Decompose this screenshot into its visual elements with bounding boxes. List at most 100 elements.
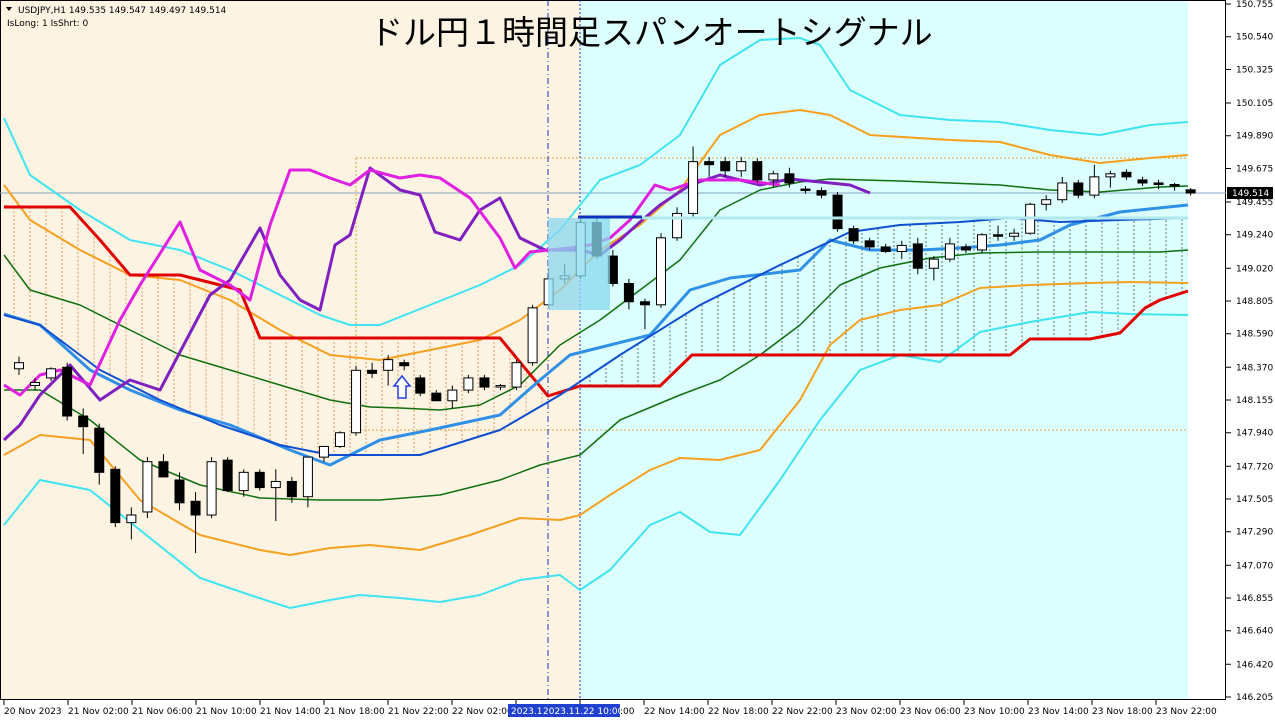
candle-body [864, 240, 875, 248]
axes: 150.755 150.540 150.325 150.105 149.890 149.6… [3, 0, 1273, 717]
x-tick-label-partial: :00 [620, 707, 635, 717]
candle-body [688, 161, 699, 214]
y-tick-label: 149.675 [1236, 164, 1273, 174]
x-tick-label: 22 Nov 22:00 [772, 707, 833, 717]
candle-body [912, 243, 923, 269]
candle-body [238, 471, 249, 492]
symbol-info: USDJPY,H1 149.535 149.547 149.497 149.51… [18, 6, 227, 16]
candle-body [399, 362, 410, 367]
bollinger-upper-2-line [3, 37, 1189, 326]
x-tick-label: 23 Nov 22:00 [1156, 707, 1217, 717]
candle-body [944, 243, 955, 260]
y-tick-label: 150.540 [1236, 33, 1273, 43]
x-tick-label: 21 Nov 10:00 [196, 707, 257, 717]
x-tick-label: 23 Nov 14:00 [1028, 707, 1089, 717]
candle-body [222, 459, 233, 492]
lagging-line-magenta [3, 168, 781, 397]
plot-frame [0, 0, 1226, 700]
past-zone-background [0, 0, 580, 700]
candle-body [302, 456, 313, 498]
candle-body [318, 445, 329, 458]
reference-lines [0, 0, 1226, 700]
buy-signal-arrow-icon [392, 374, 412, 399]
candle-body [623, 282, 634, 303]
y-tick-label: 150.755 [1236, 0, 1273, 10]
candle-body [768, 173, 779, 181]
bollinger-lower-1-line [3, 281, 1189, 556]
x-tick-label: 21 Nov 22:00 [388, 707, 449, 717]
candle-body [415, 377, 426, 394]
candle-body [656, 237, 666, 306]
span-cloud-hatch [13, 207, 1183, 455]
candle-body [639, 301, 650, 306]
candle-body [848, 228, 859, 242]
x-tick-label: 21 Nov 02:00 [68, 707, 129, 717]
candle-body [752, 161, 763, 181]
candle-body [1169, 183, 1180, 187]
candle-body [383, 359, 394, 371]
candle-body [270, 480, 281, 489]
x-tick-label: 22 Nov 14:00 [644, 707, 705, 717]
x-tick-label: 21 Nov 14:00 [260, 707, 321, 717]
bollinger-lower-2-line [3, 311, 1189, 609]
indicator-lines [2, 37, 1189, 609]
y-tick-label: 147.940 [1236, 429, 1273, 439]
candle-body [447, 389, 458, 402]
candle-body [993, 234, 1004, 237]
y-tick-label: 150.325 [1236, 65, 1273, 75]
x-tick-label: 22 Nov 18:00 [708, 707, 769, 717]
y-tick-label: 149.455 [1236, 198, 1273, 208]
span-b-line [4, 205, 1189, 398]
candle-body [672, 212, 683, 239]
signal-status: IsLong: 1 IsShrt: 0 [7, 19, 88, 29]
candle-body [1009, 232, 1020, 237]
candle-body [960, 246, 971, 251]
candle-body [1105, 173, 1116, 178]
y-tick-label: 147.290 [1236, 528, 1273, 538]
candle-body [720, 161, 731, 172]
y-tick-label: 146.420 [1236, 660, 1273, 670]
x-tick-label: 23 Nov 18:00 [1092, 707, 1153, 717]
candle-body [335, 432, 345, 447]
candle-body [110, 468, 121, 524]
candle-body [254, 471, 265, 489]
x-tick-label: 22 Nov 02:00 [452, 707, 513, 717]
base-band-line [4, 249, 1189, 501]
candle-body [174, 479, 185, 504]
candle-body [1121, 171, 1132, 178]
x-tick-label: 23 Nov 10:00 [964, 707, 1025, 717]
current-price-tag [1227, 187, 1273, 199]
y-tick-label: 147.720 [1236, 462, 1273, 472]
candle-body [126, 514, 137, 524]
candle-body [206, 461, 217, 516]
crosshair-date-tag [508, 704, 620, 717]
candle-body [495, 385, 506, 388]
candle-body [479, 377, 490, 388]
candle-body [527, 307, 538, 364]
right-margin-background [1188, 0, 1226, 700]
x-tick-label: 23 Nov 06:00 [900, 707, 961, 717]
y-tick-label: 147.505 [1236, 495, 1273, 505]
candle-body [784, 173, 795, 184]
y-tick-label: 147.070 [1236, 561, 1273, 571]
crosshair-date-right: 2023.11.22 10:00 [543, 707, 624, 717]
dropdown-triangle-icon [6, 7, 12, 11]
candle-body [431, 392, 442, 402]
candle-body [1185, 189, 1196, 194]
y-tick-label: 146.205 [1236, 693, 1273, 703]
candle-body [1137, 179, 1148, 184]
current-price-label: 149.514 [1232, 189, 1269, 199]
y-tick-label: 148.370 [1236, 363, 1273, 373]
signal-zone-background [580, 0, 1188, 700]
candle-body [367, 369, 378, 374]
candle-body [736, 161, 747, 172]
y-tick-label: 148.805 [1236, 297, 1273, 307]
candle-body [94, 427, 105, 473]
crosshair-date-left: 2023.1 [511, 707, 543, 717]
background-layer [0, 0, 1226, 700]
candle-body [880, 246, 891, 253]
overlays [392, 215, 1188, 399]
x-tick-label: 20 Nov 2023 [4, 707, 62, 717]
